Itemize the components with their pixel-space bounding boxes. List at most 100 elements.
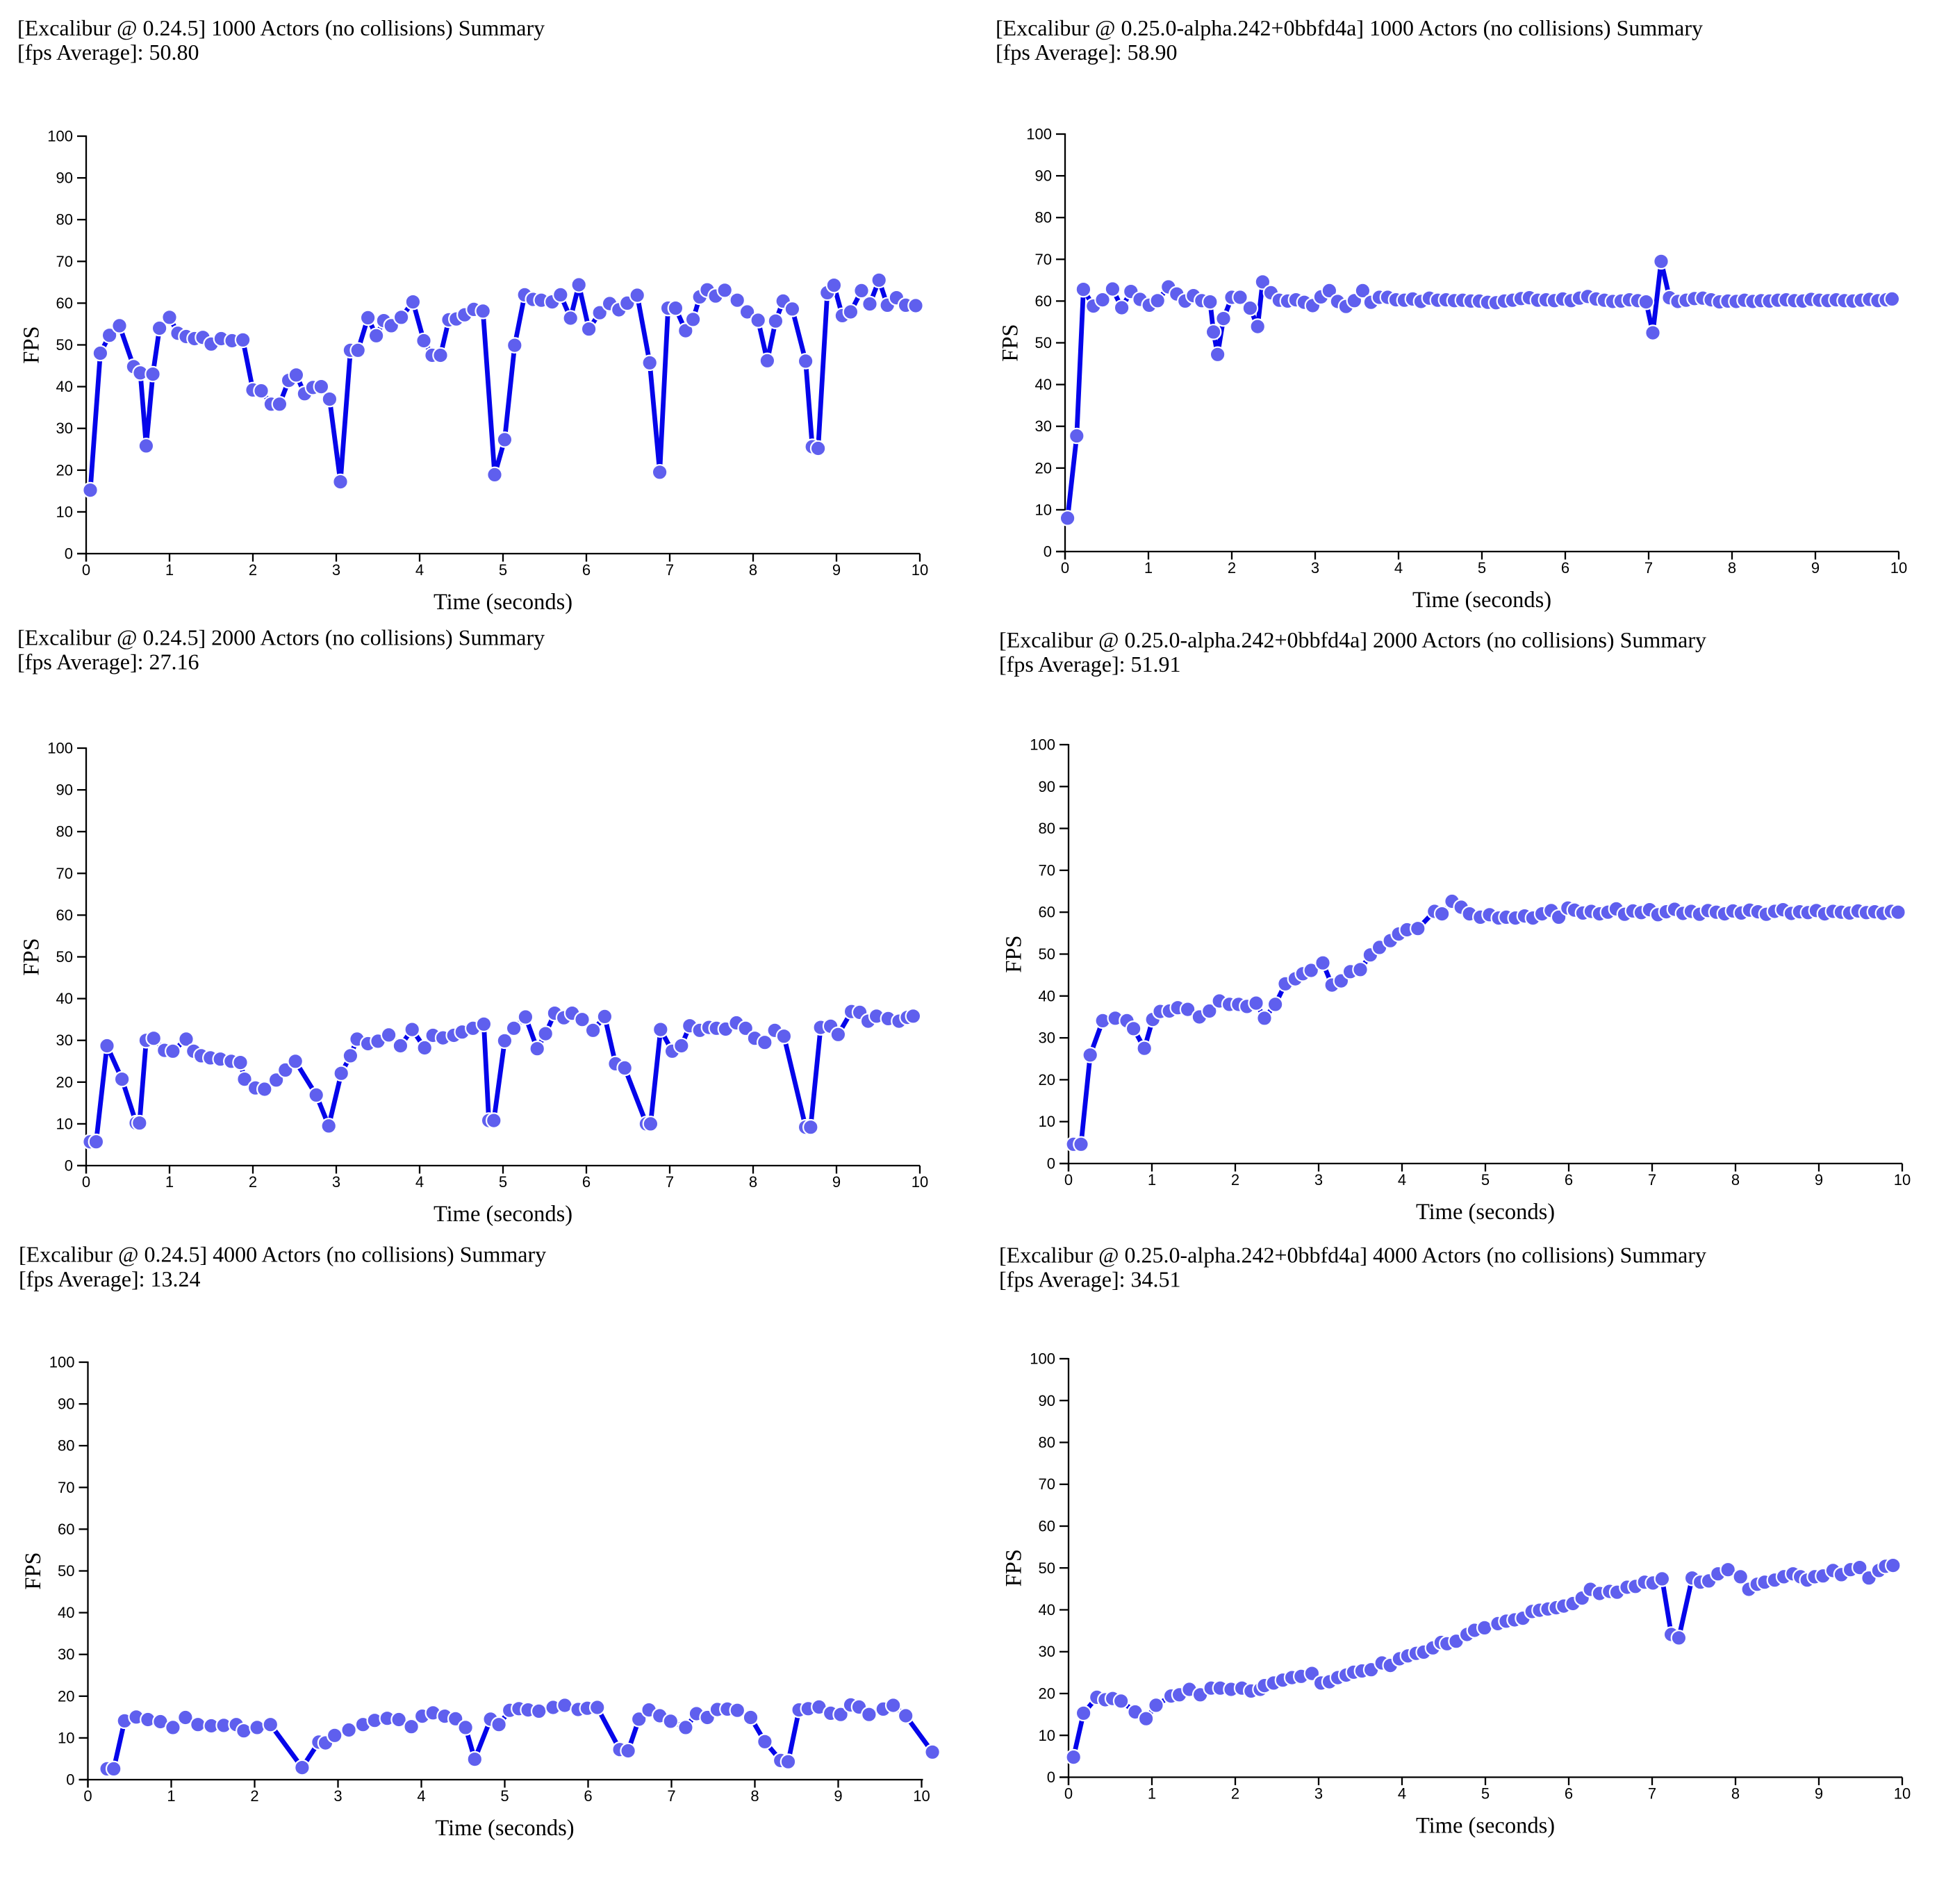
svg-text:100: 100 [49, 1354, 75, 1371]
svg-text:Time (seconds): Time (seconds) [434, 590, 572, 615]
svg-text:10: 10 [1035, 501, 1052, 518]
svg-text:40: 40 [56, 378, 73, 395]
svg-text:100: 100 [47, 740, 73, 757]
svg-text:9: 9 [1815, 1785, 1823, 1803]
svg-text:60: 60 [1039, 1518, 1055, 1535]
svg-text:7: 7 [1648, 1171, 1656, 1189]
svg-text:2: 2 [1231, 1171, 1239, 1189]
svg-text:90: 90 [1035, 167, 1052, 185]
svg-text:FPS: FPS [1002, 1549, 1027, 1587]
svg-text:80: 80 [1039, 1434, 1055, 1451]
svg-text:5: 5 [500, 1787, 509, 1805]
svg-text:Time (seconds): Time (seconds) [1412, 588, 1551, 613]
svg-text:70: 70 [58, 1479, 74, 1496]
svg-text:1: 1 [1148, 1785, 1156, 1803]
svg-text:100: 100 [47, 128, 73, 145]
svg-text:70: 70 [1039, 1475, 1055, 1493]
svg-text:8: 8 [749, 1173, 757, 1191]
svg-text:9: 9 [834, 1787, 842, 1805]
svg-text:7: 7 [666, 561, 674, 579]
svg-text:3: 3 [1314, 1171, 1323, 1189]
svg-text:[Excalibur @ 0.25.0-alpha.242+: [Excalibur @ 0.25.0-alpha.242+0bbfd4a] 1… [996, 15, 1703, 40]
svg-text:3: 3 [1314, 1785, 1323, 1803]
svg-text:4: 4 [1398, 1785, 1406, 1803]
svg-text:10: 10 [56, 503, 73, 520]
svg-text:FPS: FPS [998, 324, 1023, 361]
svg-text:5: 5 [1478, 559, 1486, 577]
svg-text:70: 70 [1035, 251, 1052, 268]
svg-text:9: 9 [832, 1173, 841, 1191]
svg-text:90: 90 [56, 781, 73, 799]
svg-text:10: 10 [912, 561, 928, 579]
svg-text:9: 9 [1811, 559, 1820, 577]
svg-text:[fps Average]: 58.90: [fps Average]: 58.90 [996, 40, 1178, 65]
svg-text:50: 50 [1039, 945, 1055, 963]
svg-text:2: 2 [1228, 559, 1236, 577]
svg-text:8: 8 [1731, 1171, 1740, 1189]
svg-text:8: 8 [1731, 1785, 1740, 1803]
svg-text:7: 7 [1644, 559, 1653, 577]
svg-text:90: 90 [1039, 778, 1055, 795]
svg-text:10: 10 [1894, 1785, 1911, 1803]
svg-text:[fps Average]: 27.16: [fps Average]: 27.16 [17, 649, 199, 674]
svg-text:50: 50 [1039, 1559, 1055, 1577]
svg-text:80: 80 [1039, 820, 1055, 837]
svg-text:90: 90 [58, 1396, 74, 1413]
svg-text:4: 4 [1394, 559, 1403, 577]
svg-text:[Excalibur @ 0.24.5] 2000 Acto: [Excalibur @ 0.24.5] 2000 Actors (no col… [17, 625, 545, 650]
svg-text:0: 0 [82, 1173, 90, 1191]
svg-text:7: 7 [1648, 1785, 1656, 1803]
svg-text:0: 0 [66, 1771, 74, 1789]
svg-text:0: 0 [82, 561, 90, 579]
svg-text:2: 2 [249, 1173, 257, 1191]
svg-text:5: 5 [499, 1173, 507, 1191]
svg-text:[fps Average]: 51.91: [fps Average]: 51.91 [999, 652, 1181, 677]
svg-text:10: 10 [58, 1729, 74, 1746]
svg-text:10: 10 [1890, 559, 1907, 577]
svg-text:7: 7 [667, 1787, 675, 1805]
svg-text:6: 6 [1561, 559, 1569, 577]
svg-text:2: 2 [1231, 1785, 1239, 1803]
svg-text:60: 60 [58, 1521, 74, 1538]
svg-text:0: 0 [65, 1157, 73, 1175]
svg-text:70: 70 [56, 253, 73, 270]
svg-text:50: 50 [56, 948, 73, 966]
svg-text:0: 0 [1047, 1155, 1055, 1173]
svg-text:1: 1 [167, 1787, 175, 1805]
svg-text:4: 4 [417, 1787, 425, 1805]
svg-text:2: 2 [250, 1787, 258, 1805]
svg-text:80: 80 [58, 1437, 74, 1455]
svg-text:40: 40 [56, 990, 73, 1007]
svg-text:50: 50 [58, 1562, 74, 1580]
svg-text:20: 20 [56, 1073, 73, 1091]
svg-text:60: 60 [56, 907, 73, 924]
svg-text:80: 80 [56, 211, 73, 229]
svg-text:2: 2 [249, 561, 257, 579]
svg-text:60: 60 [1035, 292, 1052, 310]
svg-text:3: 3 [332, 1173, 340, 1191]
svg-text:[Excalibur @ 0.24.5] 1000 Acto: [Excalibur @ 0.24.5] 1000 Actors (no col… [17, 15, 545, 40]
svg-text:8: 8 [750, 1787, 759, 1805]
svg-text:6: 6 [1565, 1171, 1573, 1189]
svg-text:20: 20 [56, 461, 73, 479]
svg-text:90: 90 [1039, 1392, 1055, 1409]
svg-text:6: 6 [584, 1787, 592, 1805]
svg-text:60: 60 [1039, 904, 1055, 921]
svg-text:30: 30 [1039, 1029, 1055, 1047]
svg-text:[Excalibur @ 0.25.0-alpha.242+: [Excalibur @ 0.25.0-alpha.242+0bbfd4a] 2… [999, 627, 1706, 652]
svg-text:70: 70 [1039, 861, 1055, 879]
svg-text:80: 80 [56, 823, 73, 841]
svg-text:Time (seconds): Time (seconds) [1416, 1814, 1555, 1839]
svg-text:7: 7 [666, 1173, 674, 1191]
svg-text:Time (seconds): Time (seconds) [435, 1816, 574, 1841]
svg-text:40: 40 [1039, 987, 1055, 1004]
svg-text:0: 0 [1064, 1171, 1073, 1189]
svg-text:30: 30 [1035, 417, 1052, 435]
svg-text:1: 1 [1144, 559, 1153, 577]
svg-text:20: 20 [58, 1687, 74, 1705]
svg-text:0: 0 [1044, 543, 1052, 561]
svg-text:70: 70 [56, 865, 73, 882]
svg-text:Time (seconds): Time (seconds) [434, 1202, 572, 1227]
svg-text:4: 4 [415, 1173, 424, 1191]
svg-text:20: 20 [1035, 459, 1052, 477]
